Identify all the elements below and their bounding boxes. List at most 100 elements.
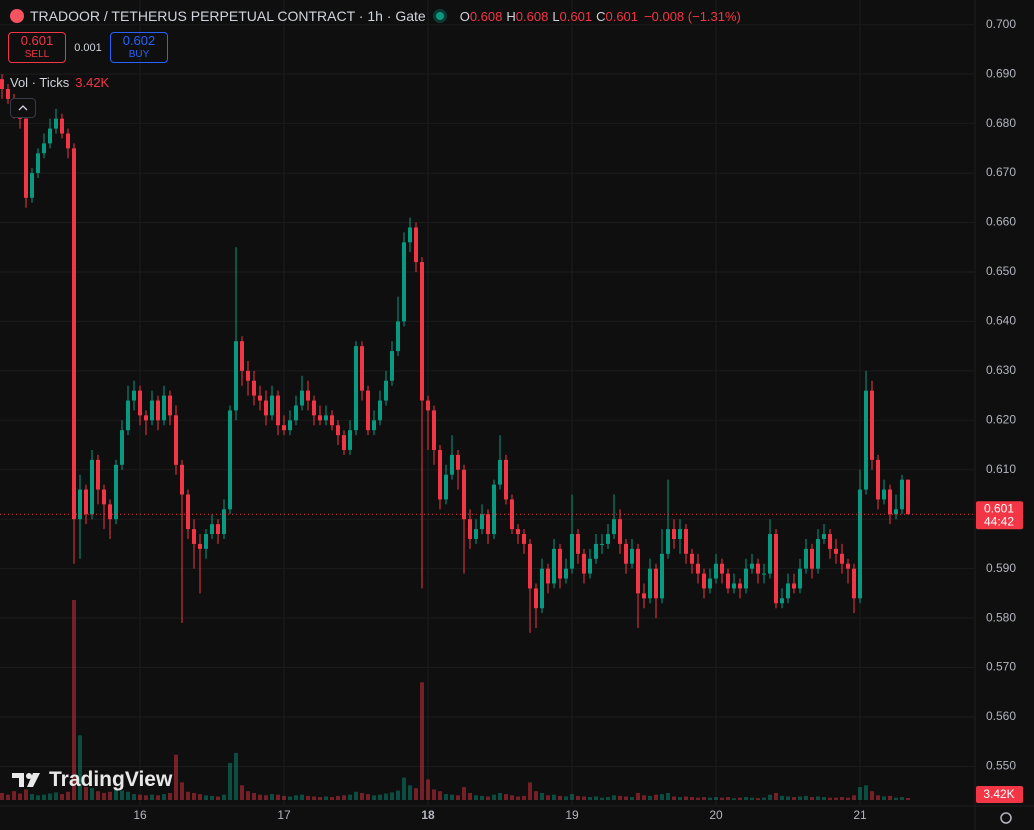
volume-bar xyxy=(510,795,514,800)
volume-bar xyxy=(654,794,658,800)
candle-body xyxy=(60,118,64,134)
candle-body xyxy=(264,400,268,416)
candle-body xyxy=(420,262,424,401)
candle-body xyxy=(90,459,94,515)
y-tick-label: 0.610 xyxy=(986,462,1016,476)
volume-bar xyxy=(456,795,460,800)
volume-bar xyxy=(204,795,208,800)
ohlc-value: 0.608 xyxy=(515,8,549,24)
candle-body xyxy=(582,553,586,574)
candle-body xyxy=(864,390,868,490)
volume-bar xyxy=(414,788,418,800)
candle-body xyxy=(630,548,634,564)
volume-bar xyxy=(882,796,886,800)
volume-bar xyxy=(432,789,436,800)
candle-body xyxy=(372,420,376,431)
candle-body xyxy=(282,425,286,431)
candle-body xyxy=(360,346,364,391)
price-axis xyxy=(975,0,1034,830)
volume-bar xyxy=(150,794,154,800)
sell-button[interactable]: 0.601 SELL xyxy=(8,32,66,63)
volume-bar xyxy=(720,797,724,800)
volume-legend: Vol · Ticks 3.42K xyxy=(10,75,109,90)
candle-body xyxy=(732,583,736,589)
volume-bar xyxy=(144,795,148,800)
candle-body xyxy=(6,89,10,99)
candle-body xyxy=(546,568,550,584)
volume-bar xyxy=(660,794,664,800)
y-tick-label: 0.580 xyxy=(986,610,1016,624)
volume-bar xyxy=(108,791,112,800)
candle-body xyxy=(126,400,130,431)
volume-bar xyxy=(804,795,808,800)
volume-bar xyxy=(114,790,118,800)
volume-bar xyxy=(624,796,628,800)
candle-body xyxy=(348,430,352,450)
volume-bar xyxy=(402,777,406,800)
candle-body xyxy=(822,534,826,539)
volume-bar xyxy=(678,797,682,800)
candle-body xyxy=(474,529,478,539)
volume-bar xyxy=(54,792,58,800)
logo-text: TradingView xyxy=(49,768,173,791)
volume-bar xyxy=(162,794,166,800)
volume-bar xyxy=(696,797,700,800)
candle-body xyxy=(678,529,682,539)
candle-body xyxy=(414,227,418,263)
candle-body xyxy=(180,464,184,495)
market-status xyxy=(435,12,444,20)
collapse-button[interactable] xyxy=(10,98,36,118)
candle-body xyxy=(426,400,430,411)
candle-body xyxy=(594,543,598,559)
volume-bar xyxy=(420,682,424,800)
volume-bar xyxy=(444,794,448,800)
candle-body xyxy=(30,173,34,198)
volume-bar xyxy=(30,794,34,800)
volume-bar xyxy=(36,795,40,800)
candle-body xyxy=(198,543,202,549)
buy-price: 0.602 xyxy=(122,33,156,48)
volume-bar xyxy=(594,796,598,800)
symbol-title[interactable]: TRADOOR / TETHERUS PERPETUAL CONTRACT · … xyxy=(30,8,426,24)
volume-bar xyxy=(774,792,778,800)
candle-body xyxy=(378,400,382,421)
volume-bar xyxy=(852,795,856,800)
volume-bar xyxy=(24,789,28,800)
volume-bar xyxy=(360,792,364,800)
volume-bar xyxy=(168,792,172,800)
candle-body xyxy=(54,118,58,129)
volume-bar xyxy=(768,794,772,800)
candle-body xyxy=(684,529,688,554)
candle-body xyxy=(768,534,772,574)
volume-title: Vol · Ticks xyxy=(10,75,70,90)
volume-bar xyxy=(486,796,490,800)
volume-bar xyxy=(342,795,346,800)
volume-bar xyxy=(378,794,382,800)
candle-body xyxy=(648,568,652,599)
volume-bar xyxy=(384,793,388,800)
volume-bar xyxy=(216,796,220,800)
y-tick-label: 0.660 xyxy=(986,215,1016,229)
candle-body xyxy=(120,430,124,465)
volume-bar xyxy=(480,795,484,800)
candle-body xyxy=(744,568,748,589)
candle-body xyxy=(252,380,256,396)
volume-bar xyxy=(618,795,622,800)
y-tick-label: 0.700 xyxy=(986,17,1016,31)
volume-bar xyxy=(138,794,142,800)
buy-button[interactable]: 0.602 BUY xyxy=(110,32,168,63)
candle-body xyxy=(300,390,304,406)
volume-bar xyxy=(612,795,616,800)
candle-body xyxy=(132,390,136,401)
candle-body xyxy=(852,568,856,599)
candle-body xyxy=(306,390,310,401)
volume-bar xyxy=(126,791,130,800)
volume-bar xyxy=(534,791,538,800)
y-tick-label: 0.670 xyxy=(986,165,1016,179)
candle-body xyxy=(702,573,706,589)
x-tick-label: 21 xyxy=(853,808,867,822)
volume-bar xyxy=(816,796,820,800)
candle-body xyxy=(210,524,214,535)
volume-bar xyxy=(888,795,892,800)
